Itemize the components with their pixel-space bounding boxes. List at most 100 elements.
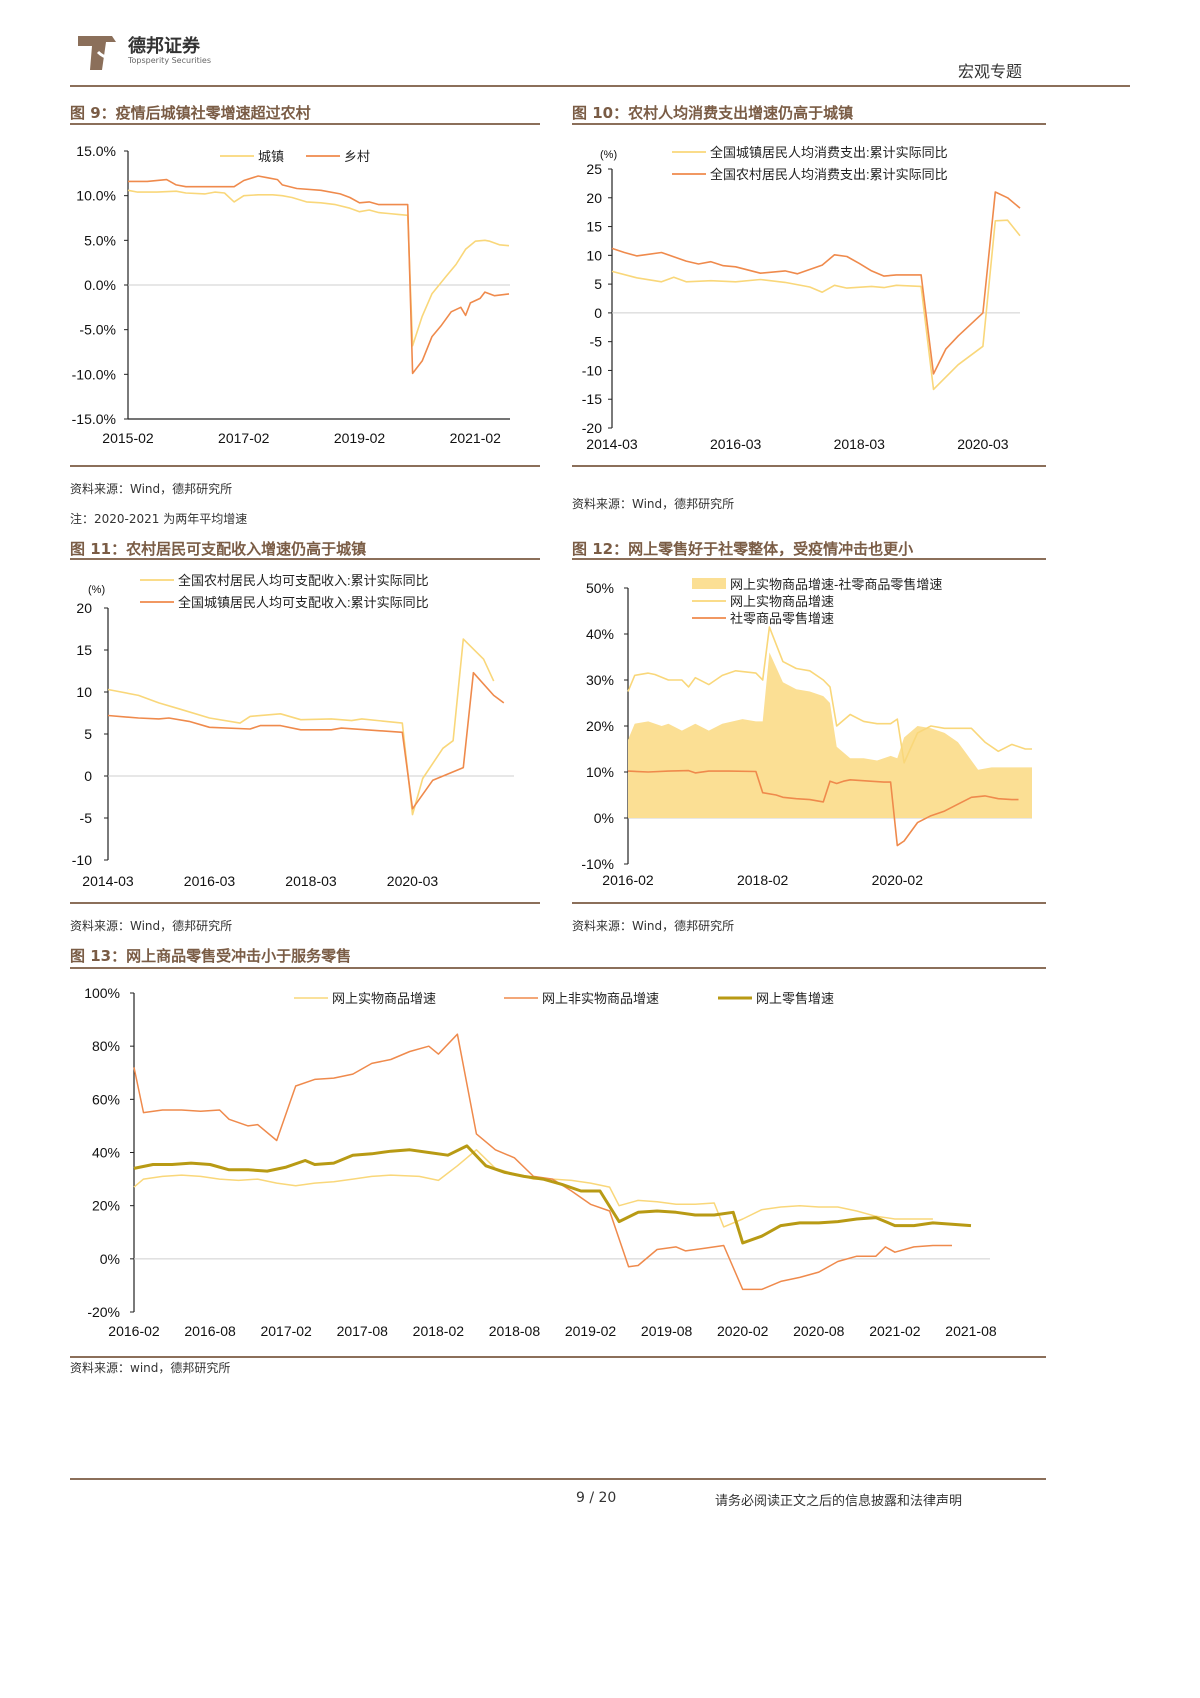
fig12-title: 图 12：网上零售好于社零整体，受疫情冲击也更小 [572, 540, 914, 558]
fig13-x-tick-label: 2016-08 [184, 1323, 236, 1339]
fig13-y-tick-label: 40% [92, 1145, 120, 1161]
fig9-x-tick-label: 2015-02 [102, 430, 154, 446]
fig9-note: 注：2020-2021 为两年平均增速 [70, 512, 248, 526]
fig13-x-tick-label: 2017-08 [337, 1323, 389, 1339]
footer-disclaimer: 请务必阅读正文之后的信息披露和法律声明 [715, 1494, 963, 1509]
fig10-y-tick-label: -20 [582, 420, 602, 436]
brand-english: Topsperity Securities [128, 56, 212, 65]
fig9-y-tick-label: -15.0% [72, 411, 116, 427]
fig10-bottom-rule [572, 465, 1046, 467]
fig11-top-rule [70, 558, 540, 560]
fig12-x-tick-label: 2016-02 [602, 872, 654, 888]
fig10-y-tick-label: 20 [586, 190, 602, 206]
fig13-y-tick-label: 0% [100, 1251, 120, 1267]
fig10-y-tick-label: 0 [594, 305, 602, 321]
fig12-y-tick-label: 10% [586, 764, 614, 780]
fig9-title: 图 9：疫情后城镇社零增速超过农村 [70, 104, 311, 122]
fig10-unit: (%) [600, 149, 617, 161]
fig12-legend-label-1: 网上实物商品增速 [730, 594, 834, 609]
brand-logo [72, 30, 120, 74]
fig13-x-tick-label: 2018-08 [489, 1323, 541, 1339]
fig9-series-1-line [128, 175, 510, 375]
fig12-y-tick-label: 0% [594, 810, 614, 826]
fig13-series-0-line [133, 1149, 933, 1228]
fig10-title: 图 10：农村人均消费支出增速仍高于城镇 [572, 104, 854, 122]
fig9-x-tick-label: 2021-02 [450, 430, 502, 446]
fig11-legend-label-1: 全国城镇居民人均可支配收入:累计实际同比 [178, 595, 429, 610]
fig9-legend-label-1: 乡村 [344, 149, 370, 164]
fig11-y-tick-label: -10 [72, 852, 92, 868]
fig11-y-tick-label: 15 [76, 642, 92, 658]
fig10-y-tick-label: -5 [590, 334, 603, 350]
header-rule [70, 85, 1130, 87]
section-title: 宏观专题 [958, 62, 1023, 81]
fig12-series-0-area [628, 652, 1032, 818]
fig11-y-tick-label: -5 [80, 810, 93, 826]
fig12-series-2-line [627, 769, 1019, 847]
fig12-legend-swatch-0 [692, 578, 726, 589]
fig11-y-tick-label: 5 [84, 726, 92, 742]
fig13-source: 资料来源：wind，德邦研究所 [70, 1361, 231, 1375]
fig11-legend-label-0: 全国农村居民人均可支配收入:累计实际同比 [178, 573, 429, 588]
fig10-y-tick-label: 5 [594, 276, 602, 292]
fig10-y-tick-label: 15 [586, 219, 602, 235]
fig12-bottom-rule [572, 902, 1046, 904]
fig9-series-0-line [127, 189, 510, 347]
fig12-x-tick-label: 2018-02 [737, 872, 789, 888]
fig11-x-tick-label: 2020-03 [387, 873, 439, 889]
fig11-x-tick-label: 2014-03 [82, 873, 134, 889]
fig12-legend-label-2: 社零商品零售增速 [730, 611, 834, 626]
fig10-top-rule [572, 123, 1046, 125]
fig10-y-tick-label: -10 [582, 362, 602, 378]
fig13-series-2-line [133, 1144, 972, 1245]
fig9-source: 资料来源：Wind，德邦研究所 [70, 482, 233, 496]
fig9-legend-label-0: 城镇 [258, 149, 284, 164]
fig13-y-tick-label: -20% [87, 1304, 120, 1320]
fig10-x-tick-label: 2020-03 [957, 436, 1009, 452]
fig13-x-tick-label: 2016-02 [108, 1323, 160, 1339]
fig13-series-1-line [133, 1033, 952, 1291]
page-number: 9 / 20 [576, 1490, 617, 1506]
fig10-legend-label-1: 全国农村居民人均消费支出:累计实际同比 [710, 167, 948, 182]
fig13-x-tick-label: 2017-02 [260, 1323, 312, 1339]
fig13-top-rule [70, 967, 1046, 969]
fig10-series-0-line [611, 219, 1021, 391]
fig12-legend-label-0: 网上实物商品增速-社零商品零售增速 [730, 577, 942, 592]
fig11-x-tick-label: 2018-03 [285, 873, 337, 889]
fig13-chart: 100% 80% 60% 40% 20% 0% -20% 2016-02 2016-08 2017… [84, 985, 997, 1339]
fig10-x-tick-label: 2018-03 [834, 436, 886, 452]
fig13-legend-label-0: 网上实物商品增速 [332, 991, 436, 1006]
fig11-series-0-line [107, 638, 495, 816]
fig11-unit: (%) [88, 584, 105, 596]
fig12-y-tick-label: 30% [586, 672, 614, 688]
fig13-y-tick-label: 60% [92, 1091, 120, 1107]
fig13-title: 图 13：网上商品零售受冲击小于服务零售 [70, 947, 352, 965]
fig10-x-tick-label: 2016-03 [710, 436, 762, 452]
fig9-bottom-rule [70, 465, 540, 467]
fig13-x-tick-label: 2018-02 [413, 1323, 465, 1339]
fig13-x-tick-label: 2020-08 [793, 1323, 845, 1339]
fig12-x-tick-label: 2020-02 [872, 872, 924, 888]
fig10-y-tick-label: 10 [586, 247, 602, 263]
fig10-series-1-line [611, 191, 1021, 375]
fig12-top-rule [572, 558, 1046, 560]
fig12-y-tick-label: 50% [586, 580, 614, 596]
fig13-y-tick-label: 20% [92, 1198, 120, 1214]
fig9-y-tick-label: 10.0% [76, 188, 116, 204]
fig12-y-tick-label: 20% [586, 718, 614, 734]
fig12-y-tick-label: 40% [586, 626, 614, 642]
fig11-source: 资料来源：Wind，德邦研究所 [70, 919, 233, 933]
fig9-chart: 15.0% 10.0% 5.0% 0.0% -5.0% -10.0% -15.0% 2015-… [72, 143, 510, 446]
fig9-x-tick-label: 2019-02 [334, 430, 386, 446]
fig13-bottom-rule [70, 1356, 1046, 1358]
fig11-x-tick-label: 2016-03 [184, 873, 236, 889]
fig13-x-tick-label: 2020-02 [717, 1323, 769, 1339]
fig9-y-tick-label: -10.0% [72, 366, 116, 382]
fig9-y-tick-label: 15.0% [76, 143, 116, 159]
fig13-legend-label-2: 网上零售增速 [756, 991, 834, 1006]
fig13-x-tick-label: 2019-08 [641, 1323, 693, 1339]
fig10-source: 资料来源：Wind，德邦研究所 [572, 497, 735, 511]
brand-name: 德邦证券 [128, 36, 200, 57]
fig9-y-tick-label: 5.0% [84, 232, 116, 248]
